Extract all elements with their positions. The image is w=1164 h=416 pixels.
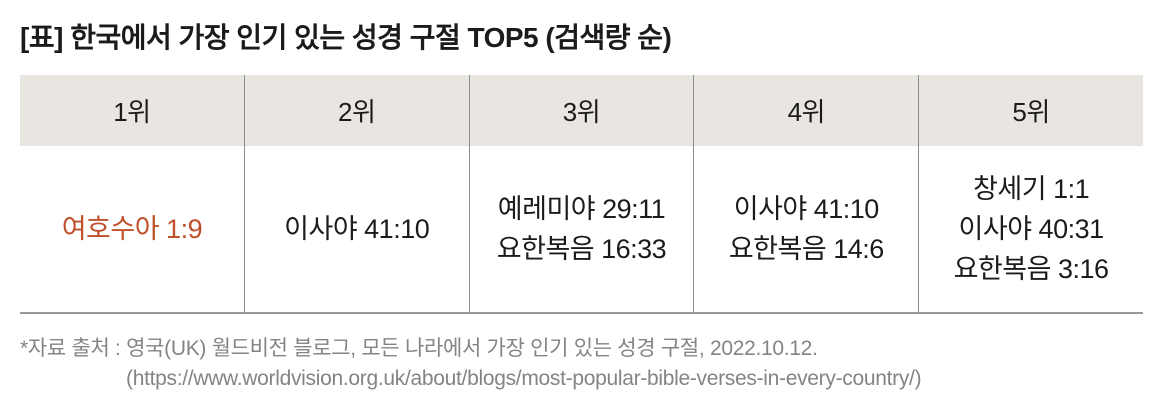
verse-line: 이사야 40:31 <box>958 214 1105 244</box>
verse-line: 여호수아 1:9 <box>61 214 203 244</box>
verse-line: 이사야 41:10 <box>284 214 430 244</box>
source-url: (https://www.worldvision.org.uk/about/bl… <box>126 367 922 390</box>
rank-header-cell: 5위 <box>919 75 1143 146</box>
rank-header-cell: 2위 <box>244 75 469 146</box>
verse-cell: 창세기 1:1 이사야 40:31 요한복음 3:16 <box>919 146 1143 312</box>
rank-column-4: 4위 이사야 41:10 요한복음 14:6 <box>693 75 919 312</box>
rank-table: 1위 여호수아 1:9 2위 이사야 41:10 3위 예레미야 29:11 요… <box>20 75 1143 314</box>
source-text: *자료 출처 : 영국(UK) 월드비전 블로그, 모든 나라에서 가장 인기 … <box>20 337 818 360</box>
rank-column-1: 1위 여호수아 1:9 <box>20 75 244 312</box>
verse-cell-highlight: 여호수아 1:9 <box>20 146 244 312</box>
verse-line: 예레미야 29:11 <box>497 194 666 224</box>
verse-cell: 이사야 41:10 <box>244 146 469 312</box>
verse-line: 요한복음 16:33 <box>496 234 667 264</box>
verse-line: 이사야 41:10 <box>733 194 880 224</box>
table-title: [표] 한국에서 가장 인기 있는 성경 구절 TOP5 (검색량 순) <box>20 22 672 53</box>
rank-header-cell: 1위 <box>20 75 244 146</box>
rank-column-3: 3위 예레미야 29:11 요한복음 16:33 <box>468 75 694 312</box>
verse-line: 창세기 1:1 <box>973 174 1090 204</box>
source-note: *자료 출처 : 영국(UK) 월드비전 블로그, 모든 나라에서 가장 인기 … <box>20 334 922 394</box>
rank-header-cell: 3위 <box>469 75 694 146</box>
verse-line: 요한복음 3:16 <box>953 254 1109 284</box>
rank-column-2: 2위 이사야 41:10 <box>243 75 469 312</box>
rank-column-5: 5위 창세기 1:1 이사야 40:31 요한복음 3:16 <box>918 75 1143 312</box>
rank-header-cell: 4위 <box>694 75 919 146</box>
verse-cell: 예레미야 29:11 요한복음 16:33 <box>469 146 694 312</box>
verse-cell: 이사야 41:10 요한복음 14:6 <box>694 146 919 312</box>
verse-line: 요한복음 14:6 <box>728 234 884 264</box>
